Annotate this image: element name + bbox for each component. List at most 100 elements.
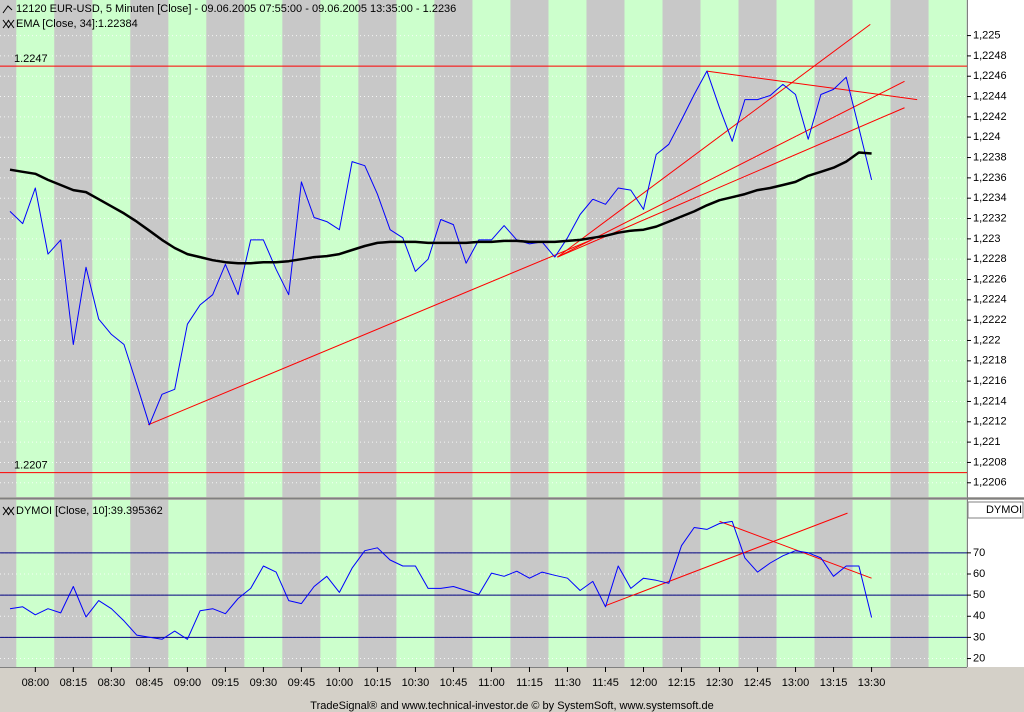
legend-icon — [2, 5, 13, 14]
footer-bar — [0, 700, 1024, 712]
time-stripe — [396, 0, 435, 497]
x-tick-label: 13:15 — [820, 677, 848, 689]
axis-title-box — [967, 501, 1024, 519]
x-tick-label: 11:15 — [516, 677, 543, 689]
x-tick-label: 08:45 — [136, 677, 164, 689]
time-stripe — [776, 0, 815, 497]
time-stripe — [320, 0, 359, 497]
x-tick-label: 12:45 — [744, 677, 772, 689]
time-stripe — [358, 500, 397, 667]
trendline — [147, 239, 592, 426]
level-label: 1.2247 — [14, 53, 48, 65]
y-tick-label: 1,2248 — [973, 50, 1007, 62]
trendline — [557, 23, 871, 258]
y-tick-label: 1,2206 — [973, 477, 1007, 489]
x-tick-label: 13:00 — [782, 677, 810, 689]
x-tick-label: 12:30 — [706, 677, 734, 689]
x-tick-label: 09:30 — [250, 677, 278, 689]
time-stripe — [814, 500, 853, 667]
right-axis-area — [967, 500, 1024, 667]
time-stripe — [54, 500, 93, 667]
time-stripe — [16, 0, 55, 497]
time-stripe — [738, 500, 777, 667]
y-tick-label: 50 — [973, 589, 985, 601]
time-stripe — [396, 500, 435, 667]
time-stripe — [54, 0, 93, 497]
time-stripe — [92, 0, 131, 497]
time-stripe — [510, 500, 549, 667]
time-stripe — [738, 0, 777, 497]
y-tick-label: 1,222 — [973, 334, 1001, 346]
time-stripe — [510, 0, 549, 497]
axis-title: DYMOI — [986, 504, 1022, 516]
time-stripe — [700, 0, 739, 497]
time-stripe — [890, 500, 929, 667]
x-tick-label: 12:00 — [630, 677, 658, 689]
trendline — [706, 70, 918, 101]
y-tick-label: 60 — [973, 568, 985, 580]
x-tick-label: 13:30 — [858, 677, 886, 689]
x-tick-label: 11:45 — [592, 677, 619, 689]
time-stripe — [434, 0, 473, 497]
time-stripe — [168, 500, 207, 667]
time-stripe — [928, 0, 967, 497]
time-stripe — [282, 500, 321, 667]
time-stripe — [320, 500, 359, 667]
time-stripe — [206, 0, 245, 497]
time-stripe — [358, 0, 397, 497]
y-tick-label: 1,221 — [973, 436, 1001, 448]
legend-entry: DYMOI [Close, 10]:39.395362 — [16, 505, 163, 517]
y-tick-label: 30 — [973, 631, 985, 643]
y-tick-label: 1,2222 — [973, 314, 1007, 326]
x-tick-label: 08:00 — [22, 677, 50, 689]
time-stripe — [852, 0, 891, 497]
time-stripe — [130, 0, 169, 497]
time-stripe — [662, 0, 701, 497]
x-tick-label: 08:30 — [98, 677, 126, 689]
x-tick-label: 10:00 — [326, 677, 354, 689]
x-tick-label: 09:45 — [288, 677, 316, 689]
series-line — [9, 151, 872, 265]
time-stripe — [92, 500, 131, 667]
x-axis-area — [0, 667, 967, 700]
level-label: 1.2207 — [14, 460, 48, 472]
x-tick-label: 08:15 — [60, 677, 88, 689]
time-stripe — [434, 500, 473, 667]
trendline — [557, 80, 905, 258]
x-tick-label: 10:45 — [440, 677, 468, 689]
x-tick-label: 10:15 — [364, 677, 392, 689]
time-stripe — [130, 500, 169, 667]
footer: TradeSignal® and www.technical-investor.… — [310, 700, 713, 712]
trendline — [719, 520, 872, 579]
y-tick-label: 1,2218 — [973, 355, 1007, 367]
x-tick-label: 11:30 — [554, 677, 581, 689]
time-stripe — [852, 500, 891, 667]
x-tick-label: 09:15 — [212, 677, 240, 689]
time-stripe — [814, 0, 853, 497]
time-stripe — [548, 500, 587, 667]
time-stripe — [624, 0, 663, 497]
x-tick-label: 10:30 — [402, 677, 430, 689]
y-tick-label: 1,2246 — [973, 70, 1007, 82]
y-tick-label: 1,2232 — [973, 212, 1007, 224]
y-tick-label: 1,2216 — [973, 375, 1007, 387]
series-line — [9, 70, 873, 426]
time-stripe — [700, 500, 739, 667]
y-tick-label: 1,224 — [973, 131, 1001, 143]
time-stripe — [472, 0, 511, 497]
y-tick-label: 1,2238 — [973, 151, 1007, 163]
time-stripe — [0, 0, 17, 497]
time-stripe — [548, 0, 587, 497]
series-line — [9, 520, 873, 640]
y-tick-label: 20 — [973, 652, 985, 664]
y-tick-label: 1,223 — [973, 233, 1001, 245]
x-tick-label: 12:15 — [668, 677, 696, 689]
legend-entry: EMA [Close, 34]:1.22384 — [16, 18, 138, 30]
y-tick-label: 1,2226 — [973, 273, 1007, 285]
time-stripe — [586, 500, 625, 667]
time-stripe — [0, 500, 17, 667]
y-tick-label: 1,2234 — [973, 192, 1007, 204]
time-stripe — [624, 500, 663, 667]
time-stripe — [928, 500, 967, 667]
